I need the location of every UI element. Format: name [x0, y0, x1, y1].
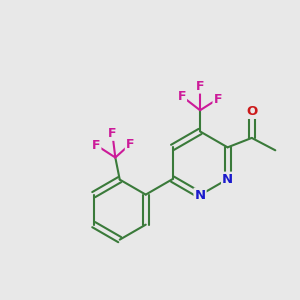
Text: F: F: [92, 139, 100, 152]
Text: O: O: [246, 105, 257, 118]
Text: N: N: [194, 188, 206, 202]
Text: F: F: [178, 90, 186, 103]
Text: F: F: [126, 138, 134, 151]
Text: F: F: [108, 127, 117, 140]
Text: N: N: [222, 172, 233, 186]
Text: F: F: [196, 80, 204, 93]
Text: F: F: [214, 93, 222, 106]
